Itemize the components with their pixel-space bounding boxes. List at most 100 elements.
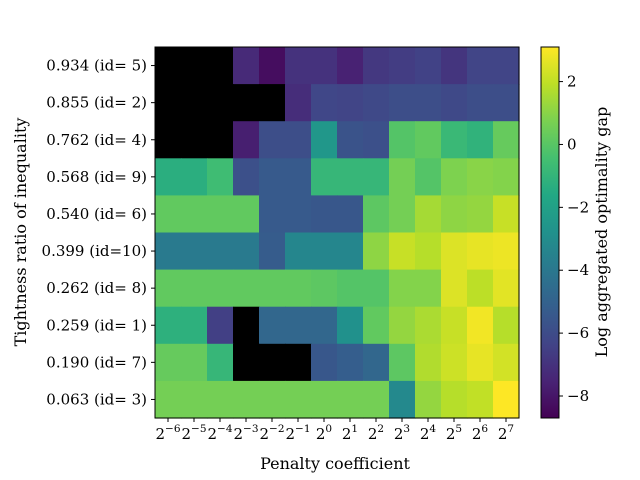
heatmap-cell	[493, 84, 520, 122]
heatmap-cell	[259, 121, 286, 159]
heatmap-cell	[337, 195, 364, 234]
heatmap-cell	[285, 343, 312, 382]
heatmap-cell	[363, 343, 390, 382]
heatmap-cell	[441, 269, 468, 308]
heatmap-cell	[363, 380, 390, 419]
heatmap-cell	[259, 232, 286, 271]
heatmap-cell	[181, 232, 208, 271]
heatmap-cell	[389, 380, 416, 419]
heatmap-cell	[259, 306, 286, 345]
colorbar-tick-label: −8	[567, 387, 589, 405]
heatmap-cell	[441, 232, 468, 271]
heatmap-cell	[363, 84, 390, 122]
x-tick-label: 25	[446, 423, 462, 443]
y-axis-ticks: 0.934 (id= 5) 0.855 (id= 2) 0.762 (id= 4) 0…	[42, 57, 155, 408]
heatmap-cell	[233, 269, 260, 308]
heatmap-cell	[207, 195, 234, 234]
heatmap-cell	[181, 343, 208, 382]
heatmap-cell	[311, 306, 338, 345]
x-tick-label: 24	[420, 423, 437, 443]
y-tick-label: 0.262 (id= 8)	[46, 279, 147, 297]
heatmap-cell	[259, 269, 286, 308]
y-tick-label: 0.855 (id= 2)	[46, 94, 147, 112]
heatmap-cell	[207, 84, 234, 122]
heatmap-cell	[259, 343, 286, 382]
heatmap-cell	[415, 306, 442, 345]
heatmap-cell	[389, 232, 416, 271]
colorbar-label: Log aggregated optimality gap	[592, 107, 611, 358]
heatmap-cell	[155, 84, 182, 122]
x-axis-ticks: 2−6 2−5 2−4 2−3 2−2 2−1 20 21 22 23 24 25 26 27	[155, 418, 514, 443]
heatmap-cell	[181, 47, 208, 85]
heatmap-cell	[493, 121, 520, 159]
heatmap-cell	[441, 343, 468, 382]
heatmap-cell	[233, 343, 260, 382]
heatmap-cell	[259, 47, 286, 85]
heatmap-cell	[493, 158, 520, 196]
heatmap-cell	[259, 158, 286, 196]
heatmap-cell	[181, 84, 208, 122]
heatmap-cell	[181, 306, 208, 345]
heatmap-cell	[207, 269, 234, 308]
heatmap-cell	[441, 380, 468, 419]
heatmap-cell	[233, 84, 260, 122]
heatmap-cell	[285, 232, 312, 271]
heatmap-cell	[363, 232, 390, 271]
heatmap-cell	[285, 306, 312, 345]
heatmap-cell	[155, 269, 182, 308]
heatmap-cell	[363, 306, 390, 345]
colorbar-tick-label: −2	[567, 198, 589, 216]
x-tick-label: 23	[394, 423, 410, 443]
x-tick-label: 27	[498, 423, 514, 443]
heatmap-cell	[389, 269, 416, 308]
heatmap-cell	[337, 121, 364, 159]
y-tick-label: 0.399 (id=10)	[42, 242, 147, 260]
x-tick-label: 2−4	[207, 423, 232, 443]
heatmap-cell	[337, 232, 364, 271]
heatmap-cell	[363, 158, 390, 196]
y-tick-label: 0.568 (id= 9)	[46, 168, 147, 186]
heatmap-cell	[415, 343, 442, 382]
heatmap-cell	[311, 232, 338, 271]
heatmap-cell	[389, 47, 416, 85]
heatmap-cell	[207, 306, 234, 345]
heatmap-cell	[233, 306, 260, 345]
heatmap-cell	[493, 232, 520, 271]
y-axis-label: Tightness ratio of inequality	[11, 118, 30, 347]
heatmap-cell	[207, 380, 234, 419]
colorbar-gradient	[540, 46, 560, 419]
heatmap-cell	[285, 195, 312, 234]
heatmap-cell	[337, 380, 364, 419]
heatmap-cell	[389, 306, 416, 345]
y-tick-label: 0.934 (id= 5)	[46, 57, 147, 75]
heatmap-cell	[285, 84, 312, 122]
heatmap-cell	[259, 195, 286, 234]
heatmap-cell	[467, 195, 494, 234]
heatmap-cell	[311, 158, 338, 196]
heatmap-cell	[285, 269, 312, 308]
heatmap-cell	[155, 158, 182, 196]
heatmap-cells	[155, 47, 520, 419]
heatmap-cell	[285, 158, 312, 196]
heatmap-cell	[285, 47, 312, 85]
heatmap-cell	[285, 380, 312, 419]
heatmap-cell	[441, 121, 468, 159]
heatmap-cell	[493, 380, 520, 419]
heatmap-cell	[467, 158, 494, 196]
heatmap-cell	[311, 380, 338, 419]
heatmap-cell	[493, 195, 520, 234]
heatmap-cell	[233, 380, 260, 419]
heatmap-cell	[467, 84, 494, 122]
heatmap-cell	[467, 269, 494, 308]
heatmap-cell	[311, 343, 338, 382]
heatmap-cell	[337, 343, 364, 382]
heatmap-cell	[389, 84, 416, 122]
x-tick-label: 2−3	[233, 423, 258, 443]
heatmap-cell	[155, 121, 182, 159]
colorbar-ticks: 2 0 −2 −4 −6 −8	[559, 73, 589, 405]
heatmap-cell	[259, 380, 286, 419]
heatmap-cell	[155, 380, 182, 419]
heatmap-cell	[415, 84, 442, 122]
y-tick-label: 0.259 (id= 1)	[46, 316, 147, 334]
colorbar-tick-label: 0	[567, 135, 577, 153]
